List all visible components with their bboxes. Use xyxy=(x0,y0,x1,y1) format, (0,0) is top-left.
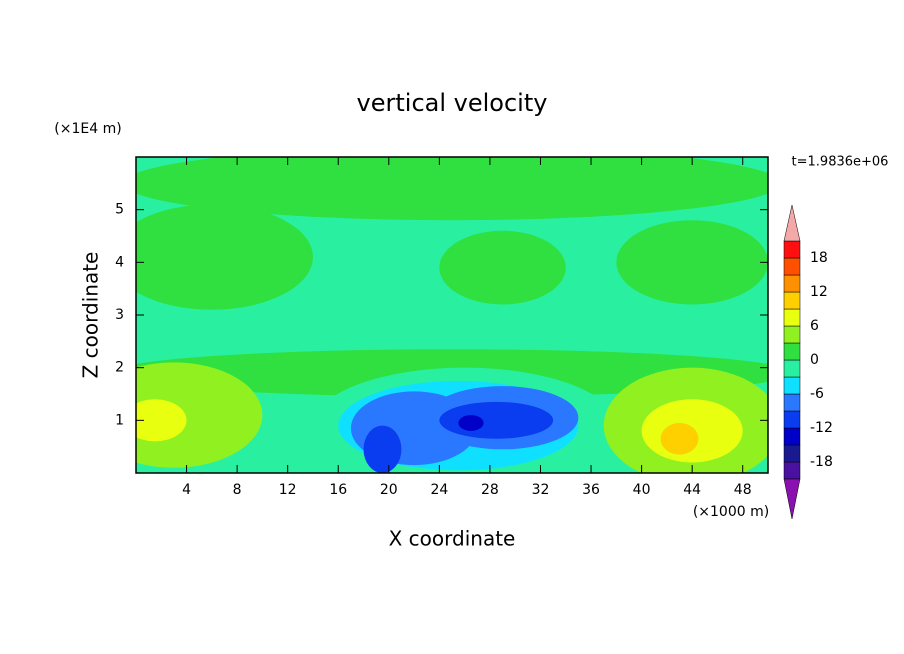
x-tick-label: 16 xyxy=(329,482,347,498)
contour-region xyxy=(439,401,554,439)
x-axis-label: X coordinate xyxy=(389,527,516,551)
x-tick-label: 36 xyxy=(582,482,600,498)
colorbar-tick-label: -18 xyxy=(810,454,833,470)
y-tick-label: 1 xyxy=(115,412,124,428)
contour-region xyxy=(660,422,699,455)
y-tick-label: 2 xyxy=(115,360,124,376)
y-tick-label: 5 xyxy=(115,202,124,218)
x-tick-label: 24 xyxy=(430,482,448,498)
contour-region xyxy=(616,220,768,305)
colorbar-band xyxy=(783,393,801,412)
colorbar-tick-label: 0 xyxy=(810,352,819,368)
colorbar-band xyxy=(783,444,801,463)
colorbar-tick-label: -12 xyxy=(810,420,833,436)
colorbar-band xyxy=(783,427,801,446)
x-tick-label: 20 xyxy=(380,482,398,498)
contour-region xyxy=(363,425,402,473)
colorbar-tick-label: 6 xyxy=(810,318,819,334)
contour-region xyxy=(136,399,187,442)
colorbar-band xyxy=(783,461,801,480)
colorbar-tick-label: -6 xyxy=(810,386,824,402)
x-tick-label: 48 xyxy=(734,482,752,498)
x-tick-label: 28 xyxy=(481,482,499,498)
x-unit: (×1000 m) xyxy=(693,504,769,520)
x-tick-label: 44 xyxy=(683,482,701,498)
colorbar-band xyxy=(783,359,801,378)
x-tick-label: 40 xyxy=(633,482,651,498)
x-tick-label: 4 xyxy=(182,482,191,498)
chart-title: vertical velocity xyxy=(357,89,548,117)
colorbar-band xyxy=(783,376,801,395)
colorbar-triangle xyxy=(783,204,801,242)
y-axis-label: Z coordinate xyxy=(79,252,103,379)
contour-region xyxy=(136,157,768,221)
contour-region xyxy=(439,230,566,305)
colorbar-band xyxy=(783,257,801,276)
colorbar-triangle xyxy=(783,478,801,520)
x-tick-label: 8 xyxy=(233,482,242,498)
colorbar-band xyxy=(783,291,801,310)
colorbar-tick-label: 12 xyxy=(810,284,828,300)
colorbar-band xyxy=(783,325,801,344)
contour-region xyxy=(136,204,313,310)
colorbar-tick-label: 18 xyxy=(810,250,828,266)
time-annotation: t=1.9836e+06 xyxy=(792,155,889,170)
y-tick-label: 4 xyxy=(115,254,124,270)
y-unit: (×1E4 m) xyxy=(54,121,121,137)
colorbar-band xyxy=(783,274,801,293)
contour-region xyxy=(136,362,263,468)
colorbar-band xyxy=(783,240,801,259)
x-tick-label: 32 xyxy=(532,482,550,498)
y-tick-label: 3 xyxy=(115,307,124,323)
x-tick-label: 12 xyxy=(279,482,297,498)
contour-field xyxy=(136,157,768,473)
colorbar-band xyxy=(783,308,801,327)
colorbar-band xyxy=(783,342,801,361)
contour-region xyxy=(458,415,484,431)
colorbar-band xyxy=(783,410,801,429)
